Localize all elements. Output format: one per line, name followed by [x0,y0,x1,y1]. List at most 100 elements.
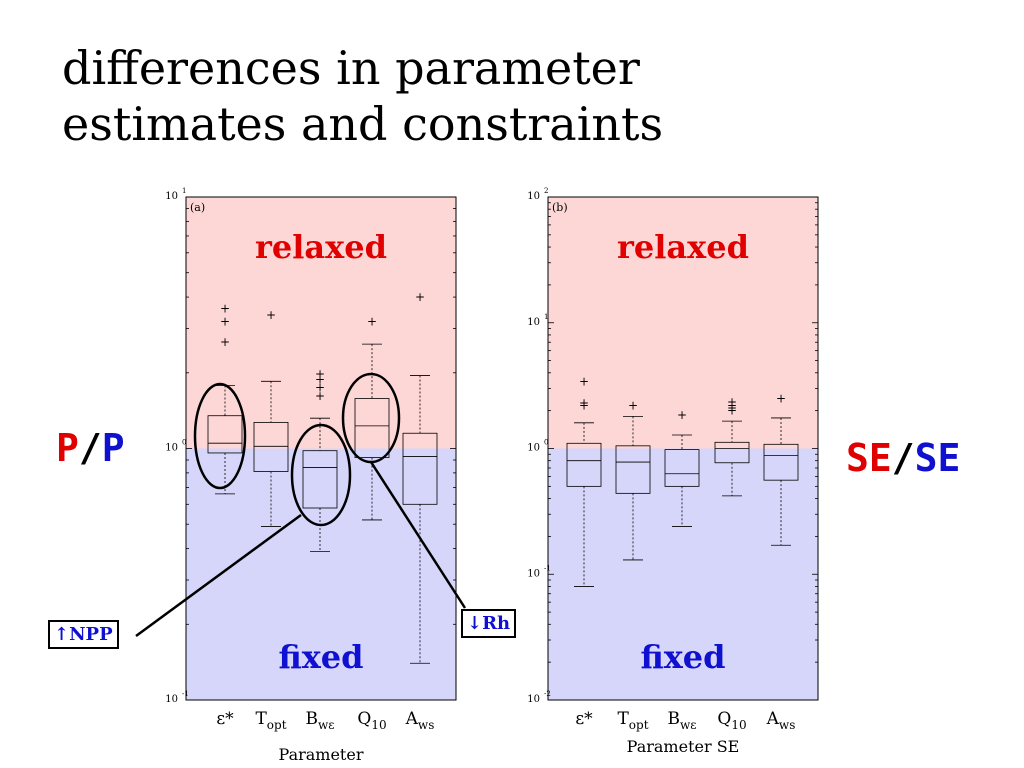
panel-label: (a) [190,201,205,214]
x-tick-main: ε* [216,709,234,729]
box-4: + [354,314,390,521]
x-tick-sub: opt [267,718,287,732]
outlier-marker: + [315,389,325,403]
outlier-marker: + [727,395,737,409]
se-denominator: SE [914,436,961,480]
outlier-marker: + [628,398,638,412]
y-tick-label: 10 [165,694,178,705]
relaxed-region [548,197,818,449]
y-tick-exponent: 0 [544,439,548,447]
title-line-2: estimates and constraints [62,97,664,151]
box-2: + [253,308,289,527]
box-iqr [207,415,243,454]
se-ratio-label: SE/SE [846,436,960,480]
outlier-marker: + [727,404,737,418]
y-tick-label: 10 [527,317,540,328]
fixed-region [186,448,456,700]
box-iqr [664,449,700,487]
npp-leader-line [135,513,302,638]
box-iqr [402,432,438,505]
outlier-marker: + [579,375,589,389]
box-3: ++++ [302,367,338,552]
outlier-marker: + [266,308,276,322]
box-5: + [402,290,438,664]
x-tick-main: ε* [575,709,593,729]
outlier-marker: + [677,408,687,422]
box-iqr [354,398,390,459]
x-axis-label: Parameter SE [627,737,740,756]
y-tick-label: 10 [527,568,540,579]
se-numerator: SE [846,436,892,480]
x-tick-label: Aws [766,709,796,732]
box-iqr [253,421,289,472]
npp-callout: ↑NPP [48,620,119,649]
box-1: +++ [566,375,602,587]
rh-leader-line [369,461,467,609]
y-tick-label: 10 [165,443,178,454]
x-tick-sub: 10 [731,718,746,732]
y-tick-exponent: -2 [544,690,551,698]
box-3: + [664,408,700,527]
x-tick-main: T [617,709,629,729]
x-tick-sub: wε [680,718,697,732]
outlier-marker: + [315,367,325,381]
slide-title: differences in parameter estimates and c… [62,40,663,152]
y-tick-exponent: 0 [182,439,186,447]
panel-label: (b) [552,201,568,214]
x-tick-main: B [668,709,681,729]
x-tick-sub: wε [318,718,335,732]
se-slash: / [891,436,915,480]
box-iqr [566,442,602,487]
x-tick-main: A [766,709,780,729]
outlier-marker: + [315,380,325,394]
annotations [135,372,467,638]
x-tick-sub: opt [629,718,649,732]
y-tick-exponent: -1 [544,564,551,572]
y-tick-label: 10 [165,191,178,202]
p-ratio-label: P/P [56,426,125,470]
box-iqr [302,450,338,509]
x-tick-label: Bwε [306,709,335,732]
x-tick-sub: ws [779,718,795,732]
x-tick-label: Topt [255,709,286,732]
plot-frame [185,196,457,701]
x-tick-label: Aws [405,709,435,732]
outlier-marker: + [727,398,737,412]
relaxed-label: relaxed [255,228,387,266]
y-tick-label: 10 [527,443,540,454]
x-axis-label: Parameter [279,745,364,764]
fixed-label: fixed [278,638,363,676]
outlier-marker: + [367,314,377,328]
x-tick-label: ε* [575,709,593,729]
y-tick-exponent: 1 [182,187,186,195]
x-tick-label: Q10 [717,709,746,732]
x-tick-sub: ws [418,718,434,732]
outlier-marker: + [220,335,230,349]
outlier-marker: + [579,398,589,412]
outlier-marker: + [220,314,230,328]
x-tick-label: Q10 [357,709,386,732]
x-tick-label: Topt [617,709,648,732]
box-4: ++++ [714,395,750,497]
x-tick-main: Q [717,709,731,729]
box-1: +++ [207,302,243,495]
x-tick-label: Bwε [668,709,697,732]
outlier-marker: + [776,391,786,405]
box-2: + [615,398,651,561]
box-iqr [615,445,651,494]
y-tick-exponent: 2 [544,187,548,195]
box-iqr [714,441,750,464]
fixed-region [548,448,818,700]
p-numerator: P [56,426,79,470]
x-tick-label: ε* [216,709,234,729]
y-tick-exponent: 1 [544,313,548,321]
x-tick-sub: 10 [371,718,386,732]
highlight-ellipse-bwe [290,423,352,527]
relaxed-region [186,197,456,449]
fixed-label: fixed [640,638,725,676]
box-5: + [763,391,799,546]
outlier-marker: + [220,302,230,316]
